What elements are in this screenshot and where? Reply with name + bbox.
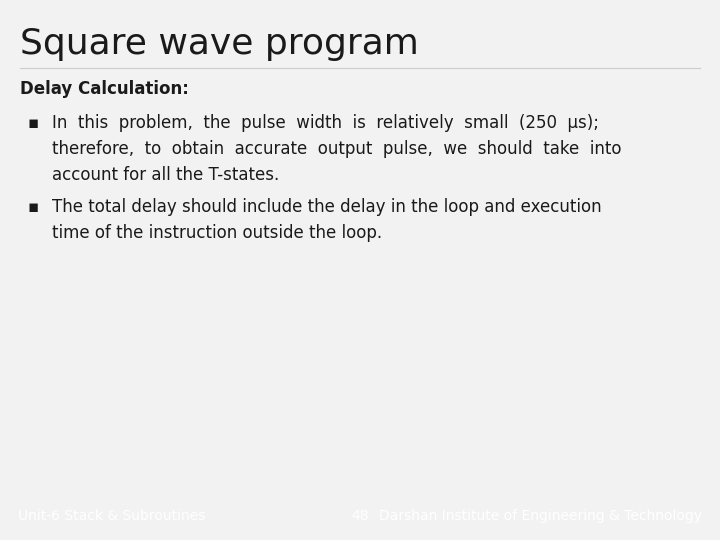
Text: The total delay should include the delay in the loop and execution
time of the i: The total delay should include the delay… [52,198,601,242]
Text: ▪: ▪ [27,198,39,216]
Text: 48: 48 [351,509,369,523]
Text: ▪: ▪ [27,114,39,132]
Text: Unit-6 Stack & Subroutines: Unit-6 Stack & Subroutines [18,509,205,523]
Text: Square wave program: Square wave program [20,27,419,61]
Text: Delay Calculation:: Delay Calculation: [20,80,189,98]
Text: Darshan Institute of Engineering & Technology: Darshan Institute of Engineering & Techn… [379,509,702,523]
Text: In  this  problem,  the  pulse  width  is  relatively  small  (250  μs);
therefo: In this problem, the pulse width is rela… [52,114,621,184]
